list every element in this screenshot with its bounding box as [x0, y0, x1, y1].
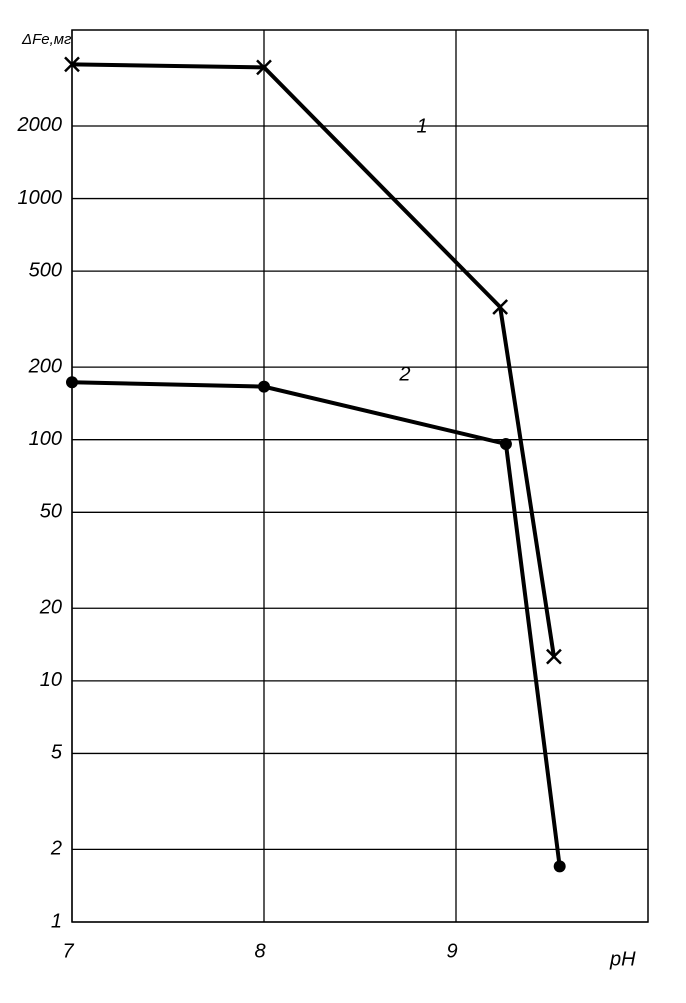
- series-label: 2: [398, 364, 410, 386]
- series-label: 1: [417, 115, 428, 137]
- point: [256, 59, 272, 76]
- y-tick-label: 100: [29, 428, 62, 450]
- y-tick-label: 2000: [17, 114, 63, 136]
- x-axis-label: pH: [609, 948, 636, 970]
- y-tick-label: 200: [28, 355, 62, 377]
- point: [258, 380, 270, 393]
- point: [546, 648, 562, 665]
- x-tick-label: 7: [62, 940, 74, 962]
- y-tick-label: 500: [29, 259, 62, 281]
- series-line: [71, 380, 562, 867]
- y-axis-label: ΔFe,мг: [21, 31, 72, 48]
- y-tick-label: 20: [39, 597, 62, 619]
- point: [553, 860, 566, 873]
- series-line: [71, 62, 556, 657]
- y-tick-label: 5: [51, 742, 63, 764]
- y-tick-label: 50: [40, 501, 62, 523]
- point: [66, 376, 78, 389]
- point: [64, 56, 80, 73]
- x-tick-label: 8: [254, 940, 265, 962]
- y-tick-label: 1000: [18, 187, 63, 209]
- y-tick-label: 10: [40, 669, 62, 691]
- y-tick-label: 2: [50, 838, 62, 860]
- point: [499, 437, 512, 450]
- point: [492, 299, 509, 315]
- y-tick-label: 1: [51, 910, 62, 932]
- x-tick-label: 9: [446, 940, 457, 962]
